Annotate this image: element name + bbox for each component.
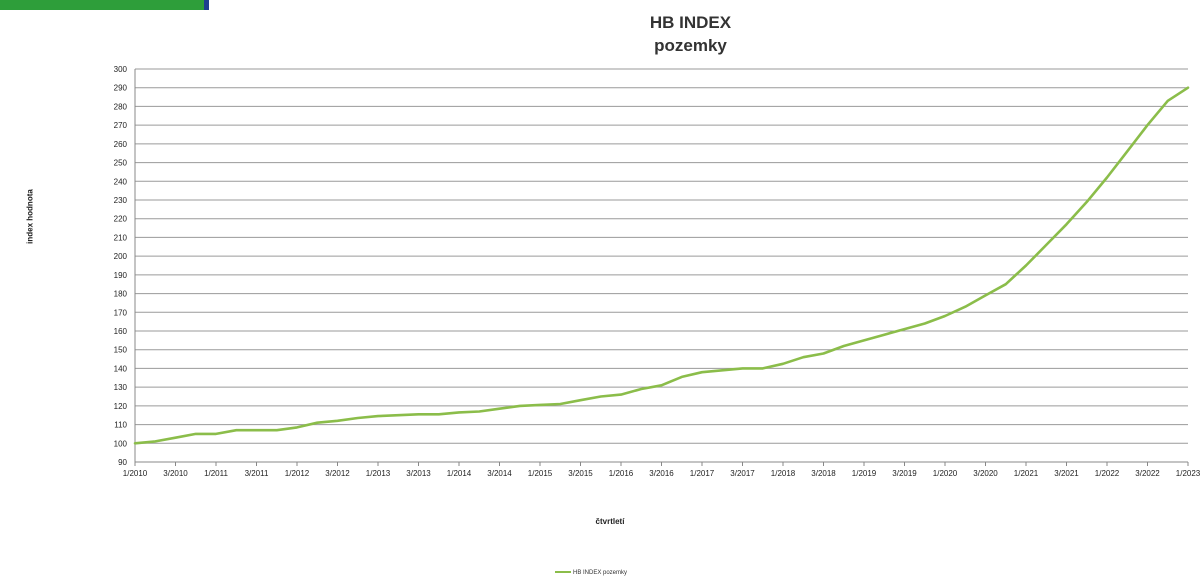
x-tick-label: 1/2022 bbox=[1095, 469, 1120, 478]
y-tick-label: 170 bbox=[114, 308, 128, 317]
x-tick-label: 3/2016 bbox=[649, 469, 674, 478]
x-tick-label: 1/2014 bbox=[447, 469, 472, 478]
x-tick-label: 3/2015 bbox=[568, 469, 593, 478]
x-tick-label: 3/2022 bbox=[1135, 469, 1160, 478]
x-tick-label: 3/2012 bbox=[325, 469, 350, 478]
x-tick-label: 3/2018 bbox=[811, 469, 836, 478]
x-tick-label: 3/2011 bbox=[245, 469, 269, 478]
y-tick-label: 230 bbox=[114, 196, 128, 205]
x-tick-label: 1/2013 bbox=[366, 469, 391, 478]
x-tick-label: 1/2016 bbox=[609, 469, 634, 478]
legend-label: HB INDEX pozemky bbox=[573, 570, 628, 576]
y-tick-label: 190 bbox=[114, 271, 128, 280]
y-tick-label: 120 bbox=[114, 402, 128, 411]
x-tick-label: 3/2017 bbox=[730, 469, 755, 478]
x-tick-label: 1/2015 bbox=[528, 469, 553, 478]
x-tick-label: 1/2017 bbox=[690, 469, 715, 478]
y-tick-label: 160 bbox=[114, 327, 128, 336]
series-line bbox=[133, 86, 1190, 445]
y-tick-label: 100 bbox=[114, 439, 128, 448]
y-tick-label: 130 bbox=[114, 383, 128, 392]
y-tick-label: 220 bbox=[114, 215, 128, 224]
x-tick-label: 1/2012 bbox=[285, 469, 310, 478]
y-tick-label: 110 bbox=[114, 421, 127, 430]
y-tick-label: 250 bbox=[114, 159, 128, 168]
y-tick-label: 210 bbox=[114, 233, 128, 242]
y-tick-label: 90 bbox=[118, 458, 127, 467]
logo-green-bar bbox=[0, 0, 204, 10]
y-tick-label: 290 bbox=[114, 84, 128, 93]
x-tick-label: 3/2013 bbox=[406, 469, 431, 478]
y-tick-label: 280 bbox=[114, 102, 128, 111]
x-tick-label: 1/2019 bbox=[852, 469, 877, 478]
x-tick-label: 1/2010 bbox=[123, 469, 148, 478]
company-logo bbox=[0, 0, 210, 10]
y-tick-label: 270 bbox=[114, 121, 128, 130]
x-tick-label: 1/2020 bbox=[933, 469, 958, 478]
y-tick-label: 150 bbox=[114, 346, 128, 355]
y-tick-label: 300 bbox=[114, 65, 128, 74]
chart-title: HB INDEX bbox=[649, 13, 732, 32]
x-tick-label: 3/2020 bbox=[973, 469, 998, 478]
y-tick-label: 260 bbox=[114, 140, 128, 149]
y-axis-label: index hodnota bbox=[25, 189, 35, 244]
logo-blue-bar bbox=[204, 0, 209, 10]
y-tick-label: 140 bbox=[114, 364, 128, 373]
y-tick-label: 180 bbox=[114, 290, 128, 299]
x-tick-label: 3/2014 bbox=[487, 469, 512, 478]
x-axis-label: čtvrtletí bbox=[595, 517, 625, 526]
y-tick-label: 200 bbox=[114, 252, 128, 261]
x-tick-label: 1/2023 bbox=[1176, 469, 1201, 478]
x-tick-label: 1/2018 bbox=[771, 469, 796, 478]
x-tick-label: 3/2021 bbox=[1054, 469, 1079, 478]
y-tick-label: 240 bbox=[114, 177, 128, 186]
x-tick-label: 3/2010 bbox=[163, 469, 188, 478]
legend-swatch bbox=[555, 571, 571, 574]
x-tick-label: 3/2019 bbox=[892, 469, 917, 478]
x-tick-label: 1/2011 bbox=[204, 469, 228, 478]
chart-subtitle: pozemky bbox=[654, 36, 727, 55]
legend: HB INDEX pozemky bbox=[555, 570, 627, 576]
x-tick-label: 1/2021 bbox=[1014, 469, 1039, 478]
